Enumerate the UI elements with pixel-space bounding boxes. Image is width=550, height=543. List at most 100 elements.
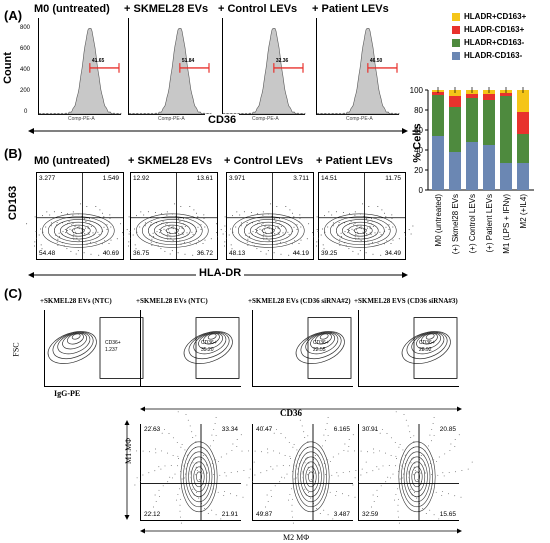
event-dot [296,224,298,226]
event-dot [321,445,323,447]
event-dot [347,450,349,452]
event-dot [273,252,275,254]
event-dot [122,232,124,234]
event-dot [45,226,47,228]
event-dot [184,449,186,451]
event-dot [397,488,399,490]
contour-ring [329,216,391,245]
flow-quadrant-svg [129,411,255,524]
event-dot [259,228,261,230]
x-tick-label: (+) Skmel28 EVs [451,194,460,254]
event-dot [83,252,85,254]
quadrant-tl: 40.47 [256,426,273,433]
event-dot [179,504,181,506]
event-dot [349,213,351,215]
contour-ring [41,213,115,248]
event-dot [264,229,265,231]
quadrant-bl: 22.12 [144,511,161,518]
event-dot [162,485,164,487]
event-dot [435,491,437,493]
contour-ring [193,466,205,488]
event-dot [344,443,346,445]
quadrant-tl: 3.277 [39,175,56,182]
event-dot [303,431,305,433]
event-dot [129,231,131,232]
event-dot [354,236,356,238]
event-dot [316,216,318,218]
panel-a-x-arrow [28,128,408,134]
event-dot [323,509,325,511]
contour-ring [416,332,442,350]
event-dot [338,453,340,455]
bar-segment [449,96,461,107]
x-tick-label: (+) Patient LEVs [485,194,494,252]
event-dot [219,474,221,476]
event-dot [195,435,197,437]
event-dot [327,417,329,419]
event-dot [156,429,158,431]
contour-ring [323,213,397,248]
event-dot [167,481,169,483]
contour-ring [193,332,227,355]
event-dot [226,453,228,455]
event-dot [382,465,384,467]
bar-segment [449,152,461,190]
event-dot [150,512,152,514]
contour-ring [165,227,179,234]
event-dot [158,229,160,230]
event-dot [98,233,100,235]
event-dot [339,238,341,240]
bar-segment [517,134,529,163]
event-dot [338,241,340,243]
event-dot [448,493,449,495]
event-dot [50,222,52,224]
contour-ring [319,333,329,340]
event-dot [186,232,188,234]
event-dot [308,462,310,464]
event-dot [176,441,178,443]
gate-box [307,317,352,379]
legend-swatch [452,38,460,47]
event-dot [202,455,204,456]
event-dot [179,498,181,500]
event-dot [230,471,232,473]
event-dot [178,233,180,235]
legend-label: HLADR-CD163- [464,51,523,60]
event-dot [179,220,181,222]
event-dot [376,495,378,497]
event-dot [224,472,226,474]
event-dot [404,232,406,234]
event-dot [407,473,409,475]
contour-ring [295,446,327,508]
event-dot [374,232,376,234]
event-dot [239,214,241,216]
event-dot [336,472,338,474]
event-dot [215,459,217,461]
contour-ring [411,466,423,488]
event-dot [193,209,195,211]
event-dot [388,228,390,230]
event-dot [62,231,64,233]
event-dot [168,229,169,231]
event-dot [373,501,375,503]
event-dot [246,222,248,223]
event-dot [139,226,141,228]
event-dot [172,455,174,457]
event-dot [335,494,337,496]
event-dot [251,481,253,482]
event-dot [433,417,435,419]
event-dot [139,481,141,482]
event-dot [78,228,80,230]
event-dot [106,228,108,230]
contour-ring [308,471,314,483]
event-dot [261,224,263,226]
event-dot [263,233,265,235]
event-dot [179,510,181,512]
event-dot [155,448,156,450]
event-dot [368,206,370,207]
contour-ring [231,213,305,248]
event-dot [212,440,214,442]
contour-svg [216,173,322,259]
event-dot [160,248,162,250]
flow-title: +SKMEL28 EVS (CD36 siRNA#3) [354,297,458,305]
